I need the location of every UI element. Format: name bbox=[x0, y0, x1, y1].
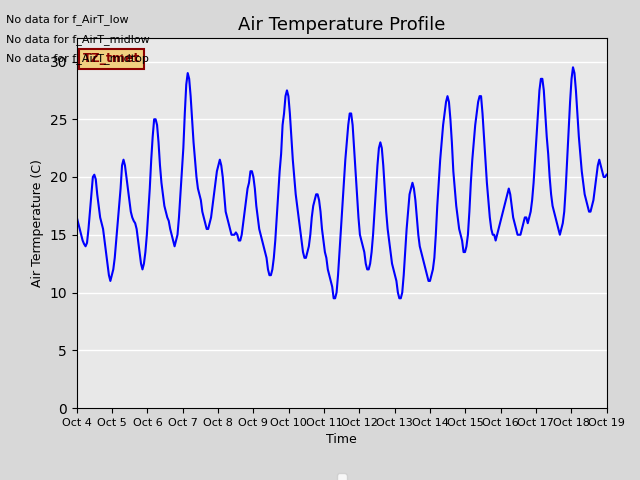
X-axis label: Time: Time bbox=[326, 433, 357, 446]
Text: No data for f_AirT_midtop: No data for f_AirT_midtop bbox=[6, 53, 149, 64]
Text: No data for f_AirT_low: No data for f_AirT_low bbox=[6, 14, 129, 25]
Legend:  bbox=[337, 473, 347, 480]
Text: TZ_tmet: TZ_tmet bbox=[83, 52, 140, 65]
Title: Air Temperature Profile: Air Temperature Profile bbox=[238, 16, 445, 34]
Text: No data for f_AirT_midlow: No data for f_AirT_midlow bbox=[6, 34, 150, 45]
Y-axis label: Air Termperature (C): Air Termperature (C) bbox=[31, 159, 44, 287]
